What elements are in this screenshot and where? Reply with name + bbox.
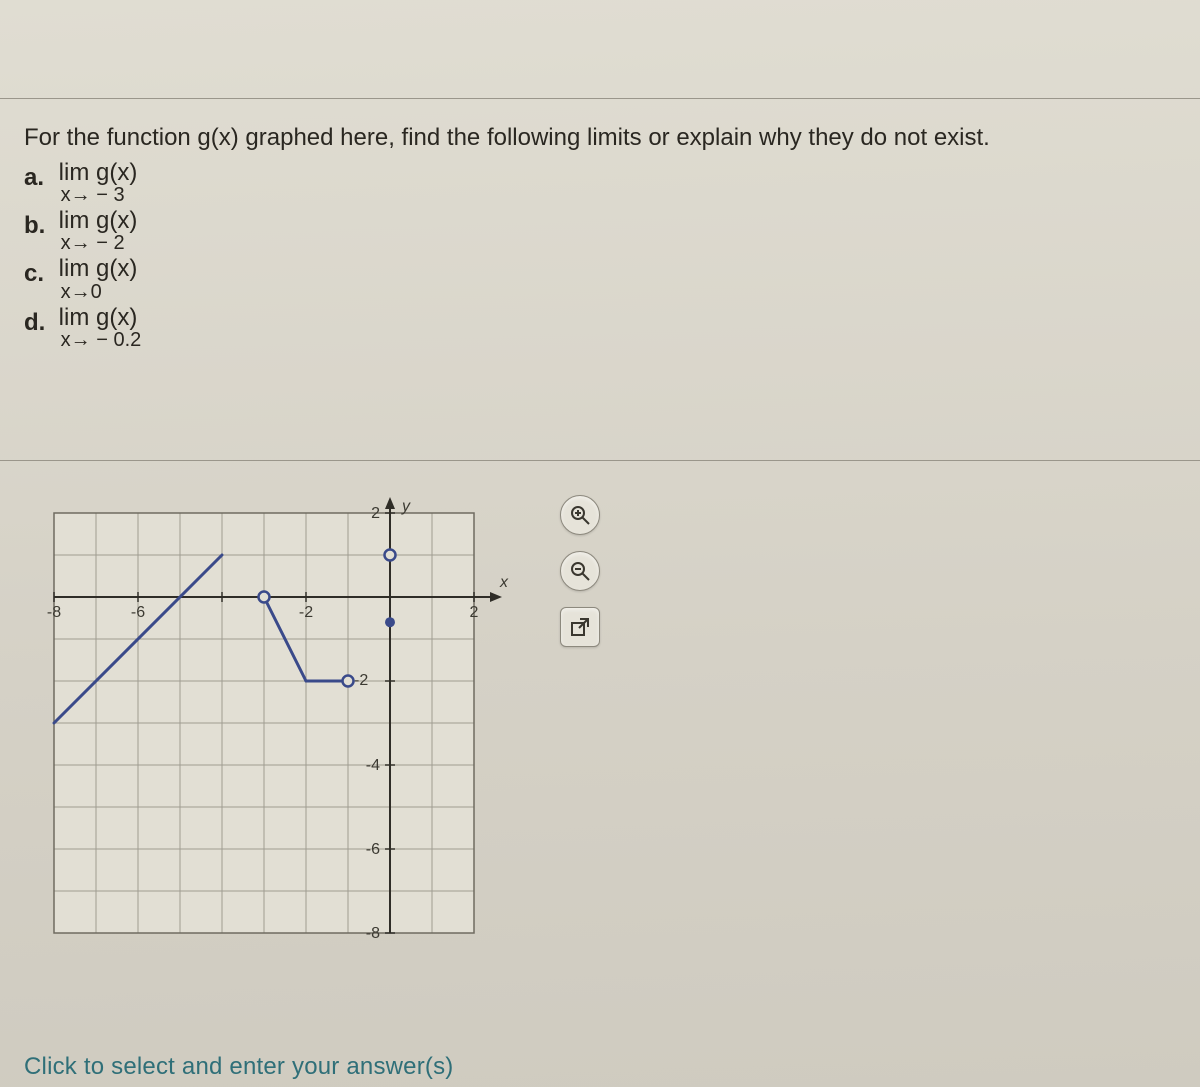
limit-expression: lim g(x) x→ − 2 <box>59 208 138 254</box>
question-item-d: d. lim g(x) x→ − 0.2 <box>24 305 1164 351</box>
svg-text:2: 2 <box>470 604 479 621</box>
svg-text:-4: -4 <box>366 757 380 774</box>
question-block: For the function g(x) graphed here, find… <box>24 120 1164 351</box>
popout-button[interactable] <box>560 607 600 647</box>
worksheet: For the function g(x) graphed here, find… <box>0 0 1200 1087</box>
graph-tools <box>560 495 608 663</box>
svg-text:-8: -8 <box>47 604 61 621</box>
popout-icon <box>570 617 590 637</box>
svg-text:-8: -8 <box>366 925 380 942</box>
question-item-b: b. lim g(x) x→ − 2 <box>24 208 1164 254</box>
zoom-in-button[interactable] <box>560 495 600 535</box>
limit-expression: lim g(x) x→ − 0.2 <box>59 305 142 351</box>
item-label: a. <box>24 160 52 196</box>
item-label: d. <box>24 305 52 341</box>
zoom-in-icon <box>569 504 591 526</box>
svg-text:-2: -2 <box>354 672 368 689</box>
svg-text:x: x <box>499 574 509 591</box>
page: For the function g(x) graphed here, find… <box>0 0 1200 1087</box>
limit-expression: lim g(x) x→ − 3 <box>59 160 138 206</box>
svg-text:2: 2 <box>371 505 380 522</box>
answer-prompt[interactable]: Click to select and enter your answer(s) <box>24 1053 454 1081</box>
question-item-a: a. lim g(x) x→ − 3 <box>24 160 1164 206</box>
divider-mid <box>0 460 1200 461</box>
graph[interactable]: y x -8 -6 -2 2 2 -4 -6 -8 -2 <box>44 493 524 953</box>
svg-text:-2: -2 <box>299 604 313 621</box>
item-label: b. <box>24 208 52 244</box>
svg-text:-6: -6 <box>131 604 145 621</box>
question-item-c: c. lim g(x) x→0 <box>24 256 1164 302</box>
svg-text:y: y <box>401 498 411 515</box>
zoom-out-button[interactable] <box>560 551 600 591</box>
limit-expression: lim g(x) x→0 <box>59 256 138 302</box>
svg-text:-6: -6 <box>366 841 380 858</box>
graph-svg: y x -8 -6 -2 2 2 -4 -6 -8 -2 <box>44 493 524 953</box>
item-label: c. <box>24 256 52 292</box>
divider-top <box>0 98 1200 99</box>
question-prompt: For the function g(x) graphed here, find… <box>24 120 1164 156</box>
zoom-out-icon <box>569 560 591 582</box>
